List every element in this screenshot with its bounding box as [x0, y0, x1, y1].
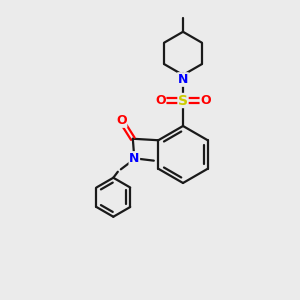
Text: O: O: [200, 94, 211, 107]
Text: N: N: [129, 152, 140, 165]
Text: N: N: [178, 73, 188, 86]
Text: O: O: [155, 94, 166, 107]
Text: S: S: [178, 94, 188, 107]
Text: N: N: [178, 73, 188, 86]
Text: O: O: [116, 114, 127, 127]
